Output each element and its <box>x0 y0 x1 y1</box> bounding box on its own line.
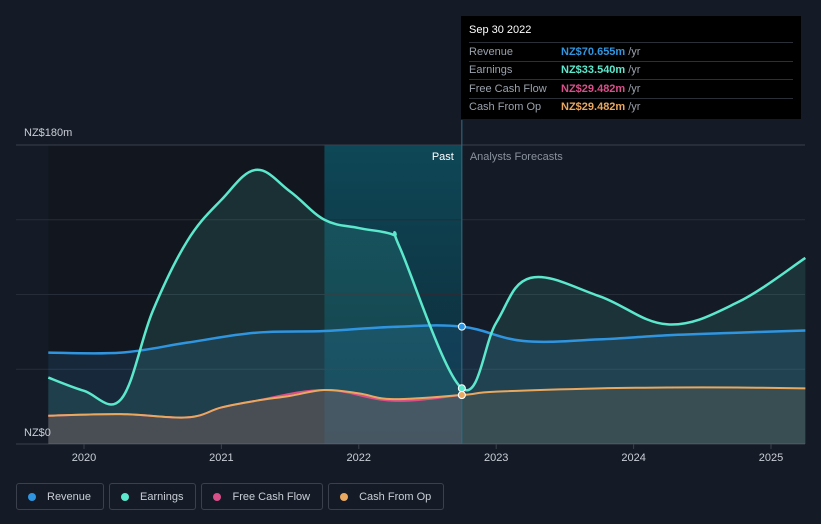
tooltip-label: Revenue <box>469 45 514 58</box>
cash-from-op-line <box>48 386 806 419</box>
tooltip-label: Earnings <box>469 64 513 77</box>
forecast-label: Analysts Forecasts <box>470 151 563 163</box>
earnings-marker <box>457 384 466 393</box>
legend-item-earnings[interactable]: Earnings <box>109 483 197 510</box>
tooltip-label: Free Cash Flow <box>469 82 547 95</box>
tooltip-unit: /yr <box>628 45 641 58</box>
legend-dot-icon <box>213 492 222 501</box>
tooltip: Sep 30 2022 Revenue NZ$70.655m/yr Earnings… <box>461 16 801 119</box>
revenue-line <box>48 324 806 355</box>
tooltip-row: Revenue NZ$70.655m/yr <box>469 42 793 61</box>
legend-item-free-cash-flow[interactable]: Free Cash Flow <box>201 483 324 510</box>
tooltip-unit: /yr <box>628 82 641 95</box>
revenue-area <box>48 325 806 444</box>
x-tick-label: 2020 <box>72 452 96 464</box>
legend-item-cash-from-op[interactable]: Cash From Op <box>328 483 445 510</box>
x-tick-label: 2024 <box>621 452 645 464</box>
tooltip-value: NZ$70.655m <box>561 45 626 58</box>
y-axis-bottom-label: NZ$0 <box>24 427 51 439</box>
tooltip-value: NZ$29.482m <box>561 101 626 114</box>
tooltip-date: Sep 30 2022 <box>469 24 532 36</box>
legend-label: Revenue <box>47 490 92 503</box>
cash-from-op-area <box>48 387 806 444</box>
tooltip-label: Cash From Op <box>469 101 542 114</box>
tooltip-unit: /yr <box>628 64 641 77</box>
past-label: Past <box>432 151 454 163</box>
earnings-line <box>47 168 807 406</box>
earnings-area <box>48 169 806 444</box>
legend-dot-icon <box>121 492 130 501</box>
tooltip-row: Free Cash Flow NZ$29.482m/yr <box>469 79 793 98</box>
cash-from-op-marker <box>457 391 466 400</box>
tooltip-row: Earnings NZ$33.540m/yr <box>469 60 793 80</box>
tooltip-value: NZ$33.540m <box>561 64 626 77</box>
x-tick-label: 2022 <box>347 452 371 464</box>
x-tick-label: 2023 <box>484 452 508 464</box>
free-cash-flow-area <box>48 390 462 444</box>
legend-item-revenue[interactable]: Revenue <box>16 483 105 510</box>
tooltip-row: Cash From Op NZ$29.482m/yr <box>469 97 793 117</box>
legend-label: Cash From Op <box>359 490 432 503</box>
y-axis-top-label: NZ$180m <box>24 127 72 139</box>
tooltip-value: NZ$29.482m <box>561 82 626 95</box>
tooltip-unit: /yr <box>628 101 641 114</box>
x-tick-label: 2025 <box>759 452 783 464</box>
legend-dot-icon <box>340 492 349 501</box>
legend-label: Earnings <box>140 490 184 503</box>
revenue-marker <box>457 322 466 331</box>
legend-label: Free Cash Flow <box>232 490 311 503</box>
legend: Revenue Earnings Free Cash Flow Cash From O… <box>16 483 445 510</box>
x-tick-label: 2021 <box>209 452 233 464</box>
legend-dot-icon <box>28 492 36 501</box>
